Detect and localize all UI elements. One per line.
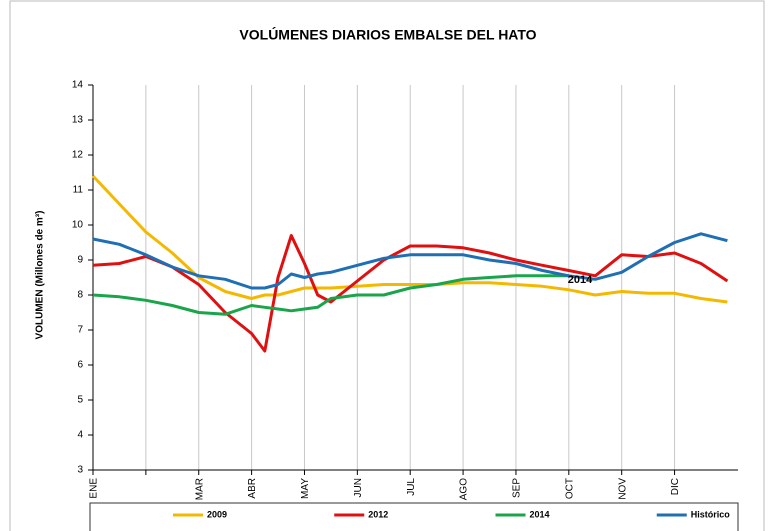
x-tick-label: OCT (564, 478, 575, 499)
x-tick-label: JUN (353, 478, 364, 497)
x-tick-label: MAR (194, 478, 205, 500)
x-tick-label: MAY (300, 478, 311, 499)
legend-label: 2012 (368, 509, 388, 519)
y-tick-label: 4 (77, 430, 83, 441)
x-tick-label: ENE (89, 478, 100, 499)
legend-label: 2009 (207, 509, 227, 519)
y-tick-label: 14 (72, 80, 84, 91)
legend-label: Histórico (691, 509, 731, 519)
y-tick-label: 3 (77, 465, 83, 476)
y-tick-label: 6 (77, 360, 83, 371)
x-tick-label: AGO (459, 478, 470, 500)
x-tick-label: DIC (670, 478, 681, 495)
y-axis-label: VOLUMEN (Millones de m³) (35, 211, 46, 340)
y-tick-label: 12 (72, 150, 84, 161)
series-line (91, 174, 728, 304)
x-tick-label: JUL (406, 478, 417, 496)
series-line (92, 234, 729, 353)
chart-title: VOLÚMENES DIARIOS EMBALSE DEL HATO (239, 26, 536, 43)
chart-frame (9, 0, 765, 531)
legend-label: 2014 (530, 509, 550, 519)
y-tick-label: 7 (77, 325, 83, 336)
y-tick-label: 9 (77, 255, 83, 266)
y-tick-label: 5 (77, 395, 83, 406)
x-tick-label: NOV (617, 478, 628, 500)
y-tick-label: 8 (77, 290, 83, 301)
legend-box (89, 502, 739, 531)
series-line (92, 232, 728, 290)
annotation: 2014 (568, 274, 593, 286)
series-line (92, 274, 569, 316)
y-tick-label: 13 (72, 115, 84, 126)
y-tick-label: 11 (73, 185, 84, 196)
y-tick-label: 10 (72, 220, 84, 231)
x-tick-label: ABR (247, 478, 258, 499)
x-tick-label: SEP (512, 478, 523, 498)
